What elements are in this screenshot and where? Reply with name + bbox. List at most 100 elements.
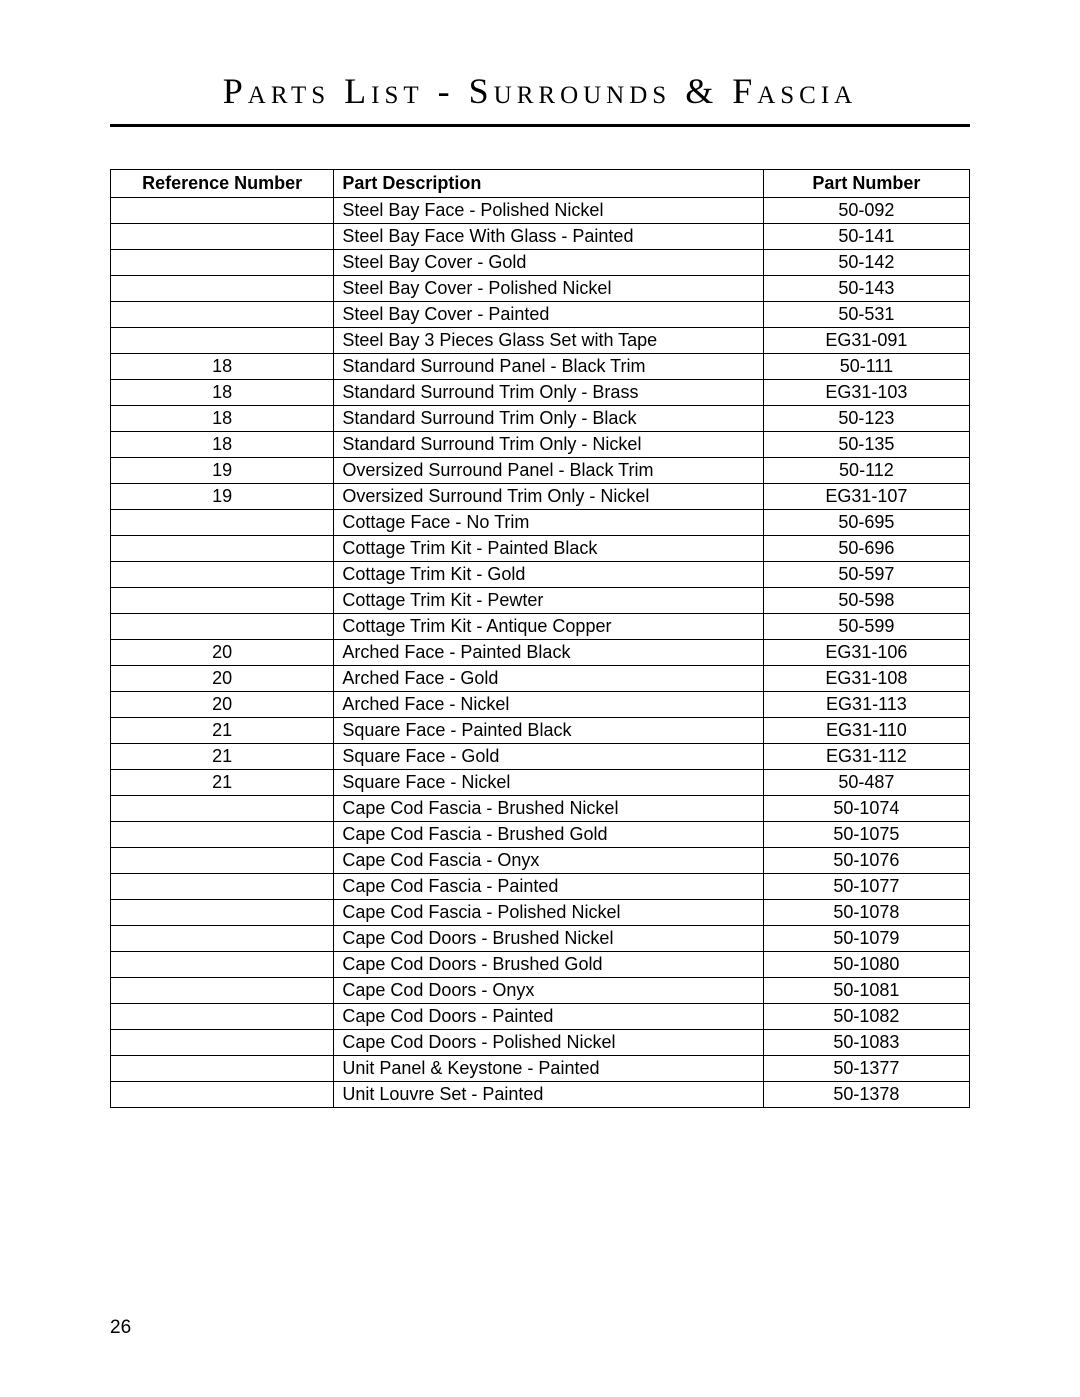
cell-reference: [111, 926, 334, 952]
cell-part-number: 50-696: [763, 536, 969, 562]
cell-description: Cottage Trim Kit - Pewter: [334, 588, 764, 614]
cell-reference: 20: [111, 640, 334, 666]
cell-part-number: 50-1077: [763, 874, 969, 900]
cell-part-number: EG31-106: [763, 640, 969, 666]
cell-description: Steel Bay Face With Glass - Painted: [334, 224, 764, 250]
cell-part-number: 50-1377: [763, 1056, 969, 1082]
page-number: 26: [110, 1317, 131, 1339]
table-row: Cape Cod Doors - Polished Nickel50-1083: [111, 1030, 970, 1056]
table-row: Cape Cod Fascia - Brushed Gold50-1075: [111, 822, 970, 848]
col-header-reference: Reference Number: [111, 170, 334, 198]
cell-part-number: 50-092: [763, 198, 969, 224]
cell-reference: 18: [111, 380, 334, 406]
table-row: Steel Bay Cover - Gold50-142: [111, 250, 970, 276]
cell-description: Cape Cod Fascia - Brushed Gold: [334, 822, 764, 848]
cell-description: Square Face - Nickel: [334, 770, 764, 796]
cell-part-number: EG31-107: [763, 484, 969, 510]
cell-reference: [111, 536, 334, 562]
cell-reference: 18: [111, 432, 334, 458]
table-row: 21Square Face - Painted BlackEG31-110: [111, 718, 970, 744]
cell-description: Standard Surround Trim Only - Nickel: [334, 432, 764, 458]
cell-description: Oversized Surround Trim Only - Nickel: [334, 484, 764, 510]
cell-description: Cape Cod Fascia - Onyx: [334, 848, 764, 874]
cell-description: Standard Surround Panel - Black Trim: [334, 354, 764, 380]
table-body: Steel Bay Face - Polished Nickel50-092St…: [111, 198, 970, 1108]
cell-description: Steel Bay 3 Pieces Glass Set with Tape: [334, 328, 764, 354]
cell-reference: [111, 1030, 334, 1056]
table-row: Cottage Trim Kit - Antique Copper50-599: [111, 614, 970, 640]
table-row: Steel Bay Cover - Polished Nickel50-143: [111, 276, 970, 302]
cell-part-number: 50-1076: [763, 848, 969, 874]
cell-reference: [111, 198, 334, 224]
cell-reference: [111, 796, 334, 822]
cell-part-number: EG31-108: [763, 666, 969, 692]
cell-description: Oversized Surround Panel - Black Trim: [334, 458, 764, 484]
table-row: 20Arched Face - Painted BlackEG31-106: [111, 640, 970, 666]
cell-part-number: 50-135: [763, 432, 969, 458]
cell-reference: [111, 588, 334, 614]
cell-description: Unit Panel & Keystone - Painted: [334, 1056, 764, 1082]
cell-part-number: EG31-112: [763, 744, 969, 770]
cell-reference: 18: [111, 406, 334, 432]
cell-description: Standard Surround Trim Only - Brass: [334, 380, 764, 406]
cell-part-number: EG31-103: [763, 380, 969, 406]
cell-description: Unit Louvre Set - Painted: [334, 1082, 764, 1108]
cell-reference: 20: [111, 666, 334, 692]
cell-reference: [111, 874, 334, 900]
table-row: 21Square Face - Nickel50-487: [111, 770, 970, 796]
cell-reference: [111, 328, 334, 354]
cell-part-number: 50-597: [763, 562, 969, 588]
cell-part-number: 50-112: [763, 458, 969, 484]
cell-description: Arched Face - Nickel: [334, 692, 764, 718]
cell-part-number: 50-142: [763, 250, 969, 276]
table-row: 19Oversized Surround Trim Only - NickelE…: [111, 484, 970, 510]
cell-description: Cape Cod Fascia - Brushed Nickel: [334, 796, 764, 822]
cell-description: Cape Cod Doors - Brushed Nickel: [334, 926, 764, 952]
cell-description: Arched Face - Gold: [334, 666, 764, 692]
cell-reference: [111, 224, 334, 250]
cell-description: Cape Cod Fascia - Polished Nickel: [334, 900, 764, 926]
table-row: Cottage Trim Kit - Painted Black50-696: [111, 536, 970, 562]
table-row: 18Standard Surround Panel - Black Trim50…: [111, 354, 970, 380]
cell-reference: [111, 1056, 334, 1082]
table-header-row: Reference Number Part Description Part N…: [111, 170, 970, 198]
cell-description: Cottage Trim Kit - Gold: [334, 562, 764, 588]
table-row: Steel Bay Cover - Painted50-531: [111, 302, 970, 328]
cell-reference: [111, 250, 334, 276]
table-row: Cape Cod Fascia - Polished Nickel50-1078: [111, 900, 970, 926]
table-row: Cape Cod Fascia - Painted50-1077: [111, 874, 970, 900]
cell-reference: [111, 900, 334, 926]
cell-reference: 19: [111, 484, 334, 510]
cell-reference: 20: [111, 692, 334, 718]
table-row: 18Standard Surround Trim Only - Black50-…: [111, 406, 970, 432]
cell-description: Cape Cod Doors - Brushed Gold: [334, 952, 764, 978]
cell-reference: [111, 978, 334, 1004]
table-row: Cape Cod Fascia - Brushed Nickel50-1074: [111, 796, 970, 822]
table-row: Steel Bay 3 Pieces Glass Set with TapeEG…: [111, 328, 970, 354]
cell-description: Cottage Trim Kit - Painted Black: [334, 536, 764, 562]
col-header-part-number: Part Number: [763, 170, 969, 198]
table-row: Cottage Trim Kit - Pewter50-598: [111, 588, 970, 614]
cell-part-number: 50-1078: [763, 900, 969, 926]
table-row: Cape Cod Doors - Brushed Nickel50-1079: [111, 926, 970, 952]
cell-reference: 21: [111, 718, 334, 744]
cell-reference: [111, 822, 334, 848]
cell-reference: 21: [111, 744, 334, 770]
table-row: Cape Cod Doors - Brushed Gold50-1080: [111, 952, 970, 978]
cell-reference: [111, 1082, 334, 1108]
table-row: Cottage Face - No Trim50-695: [111, 510, 970, 536]
table-row: 20Arched Face - NickelEG31-113: [111, 692, 970, 718]
cell-description: Steel Bay Cover - Gold: [334, 250, 764, 276]
table-row: 20Arched Face - GoldEG31-108: [111, 666, 970, 692]
cell-part-number: 50-1083: [763, 1030, 969, 1056]
cell-reference: 21: [111, 770, 334, 796]
page-title: Parts List - Surrounds & Fascia: [110, 70, 970, 124]
cell-reference: [111, 952, 334, 978]
cell-part-number: 50-1082: [763, 1004, 969, 1030]
title-rule: [110, 124, 970, 127]
cell-reference: 19: [111, 458, 334, 484]
cell-part-number: 50-598: [763, 588, 969, 614]
cell-description: Steel Bay Face - Polished Nickel: [334, 198, 764, 224]
cell-part-number: 50-1075: [763, 822, 969, 848]
cell-reference: [111, 848, 334, 874]
